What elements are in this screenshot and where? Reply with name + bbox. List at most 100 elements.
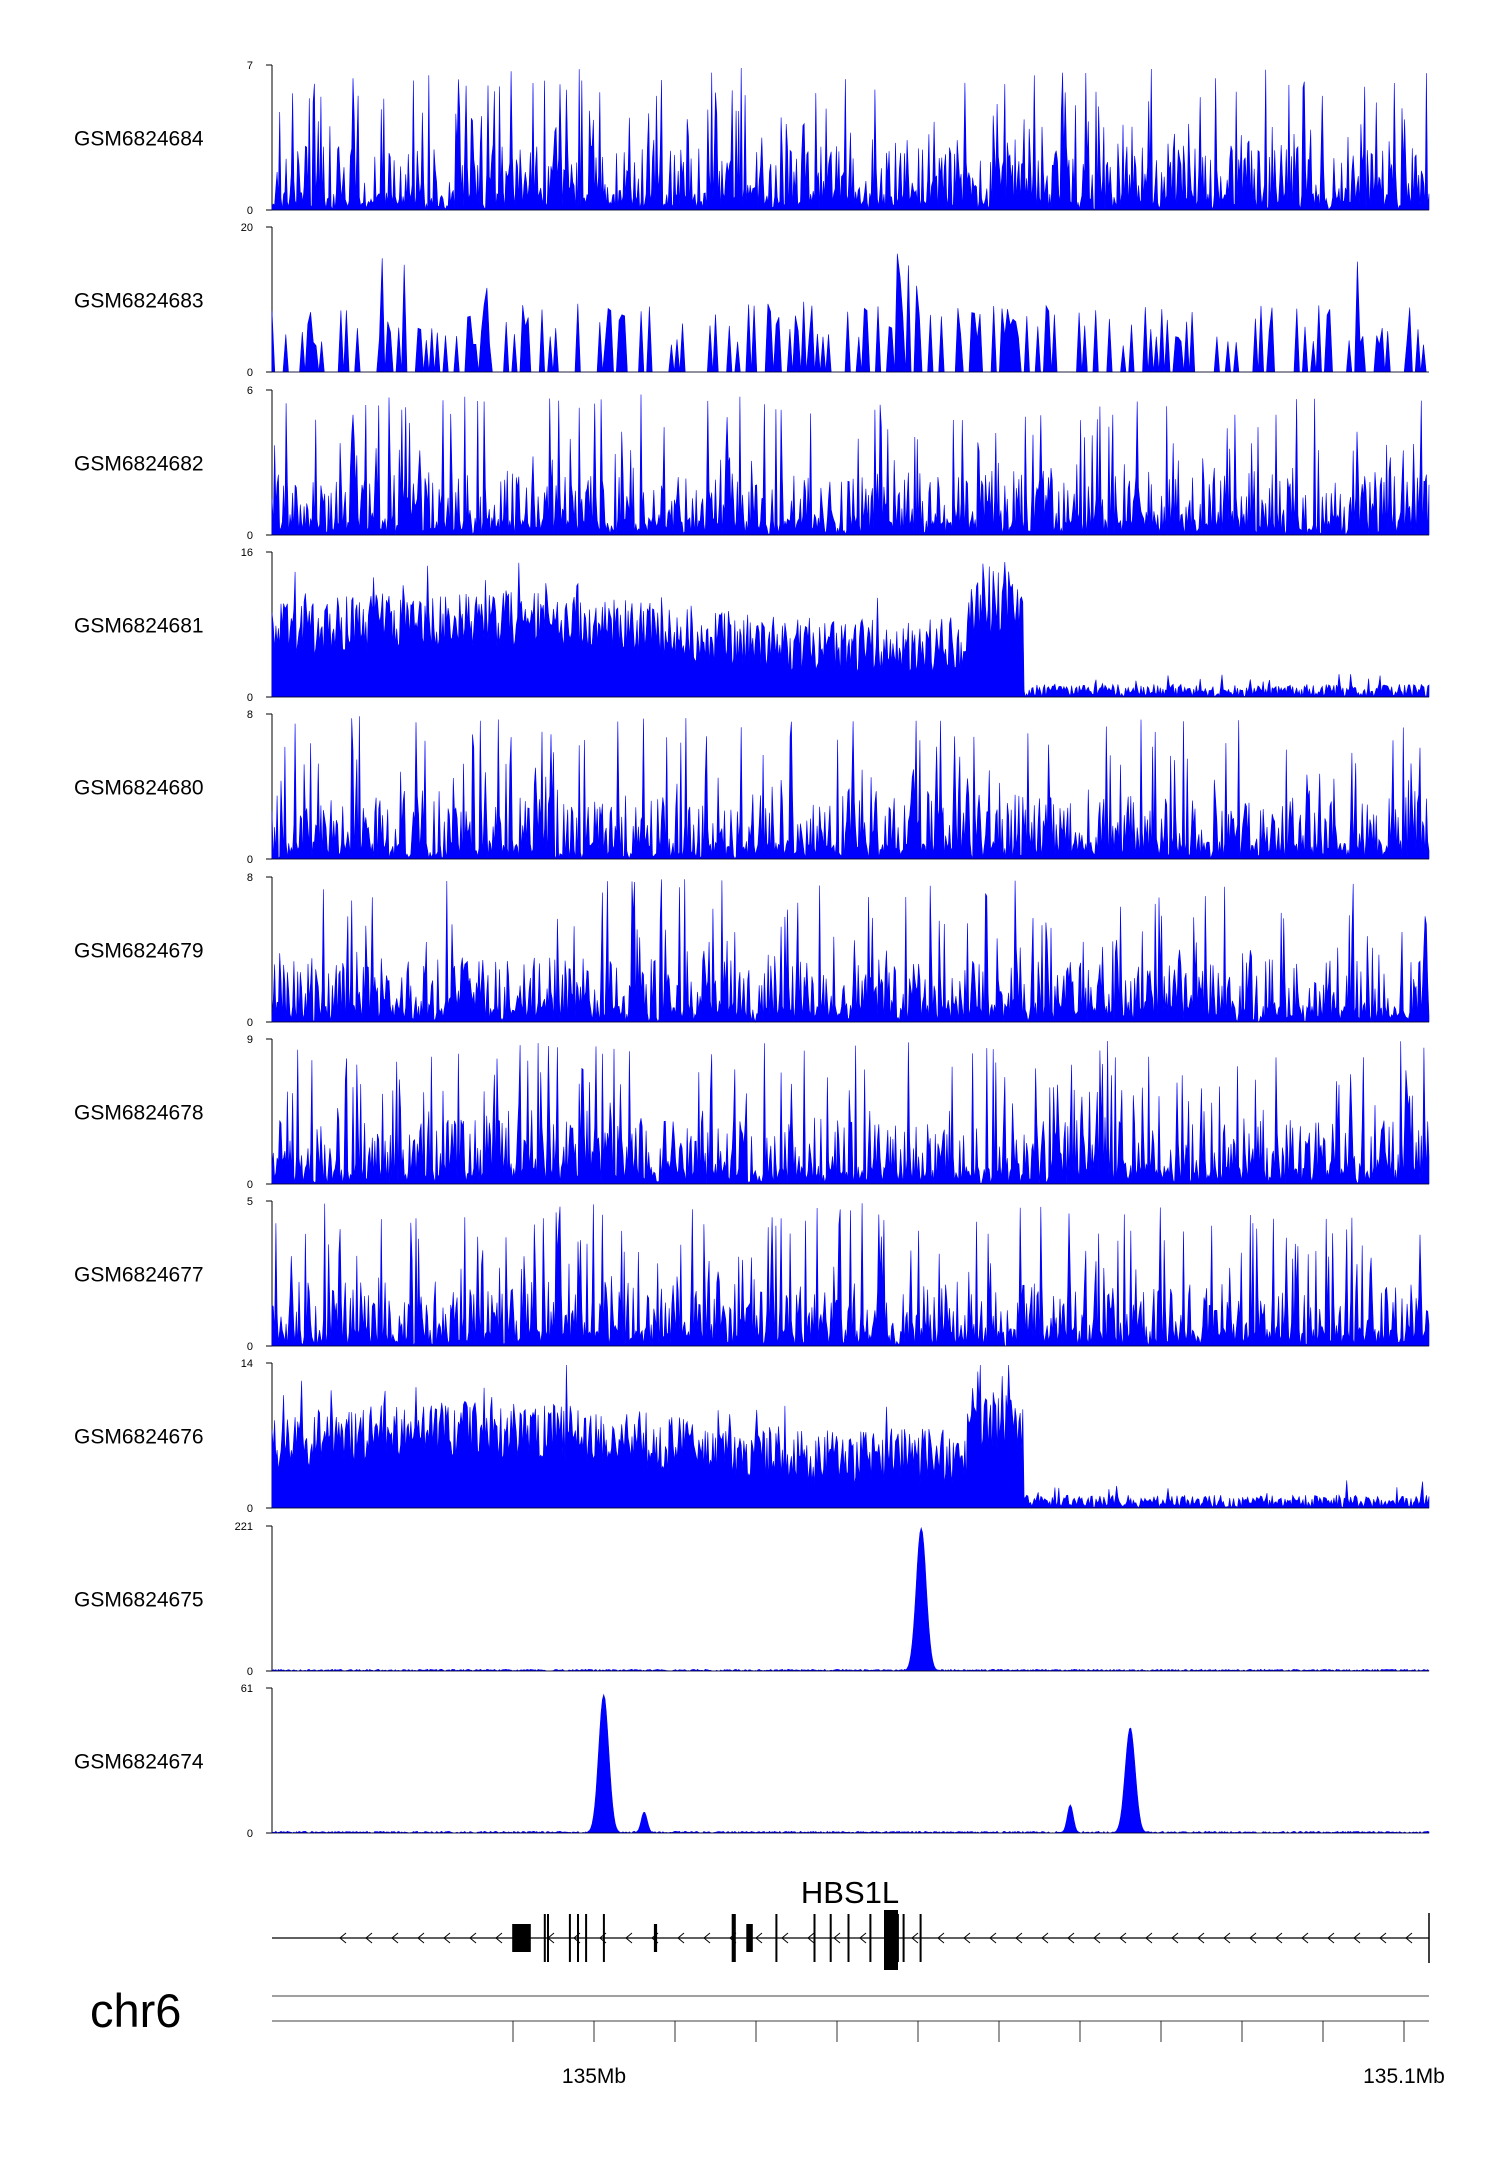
coverage-area [271, 253, 1429, 373]
track-label: GSM6824678 [74, 1102, 204, 1125]
strand-arrow [989, 1932, 997, 1944]
coverage-tracks: GSM682468470GSM6824683200GSM682468260GSM… [74, 60, 1430, 1840]
exon [813, 1914, 816, 1962]
exon [543, 1914, 546, 1962]
x-tick-label: 135Mb [562, 2065, 626, 2088]
track-label: GSM6824677 [74, 1264, 204, 1287]
track-label: GSM6824683 [74, 290, 204, 313]
coverage-area [271, 394, 1430, 536]
exon [919, 1914, 922, 1962]
coverage-track: GSM6824681 16 0 [74, 547, 1430, 704]
y-max-label: 7 [247, 60, 253, 72]
strand-arrow [469, 1932, 477, 1944]
strand-arrow [1405, 1932, 1413, 1944]
track-label: GSM6824679 [74, 940, 204, 963]
y-max-label: 8 [247, 709, 253, 721]
exon [829, 1914, 832, 1962]
strand-arrow [755, 1932, 763, 1944]
y-min-label: 0 [247, 530, 253, 542]
coverage-area [271, 879, 1430, 1023]
strand-arrow [807, 1932, 815, 1944]
x-tick-label: 135.1Mb [1363, 2065, 1445, 2088]
strand-arrow [1197, 1932, 1205, 1944]
exon [653, 1924, 658, 1952]
coverage-track: GSM6824677 5 0 [74, 1196, 1430, 1353]
coverage-track: GSM6824684 7 0 [74, 60, 1430, 217]
coverage-area [271, 1203, 1430, 1347]
gene-label: HBS1L [801, 1875, 899, 1910]
track-label: GSM6824676 [74, 1426, 204, 1449]
y-max-label: 16 [241, 547, 253, 559]
track-label: GSM6824675 [74, 1589, 204, 1612]
y-min-label: 0 [247, 1828, 253, 1840]
coverage-area [271, 561, 1430, 698]
strand-arrow [963, 1932, 971, 1944]
strand-arrow [1249, 1932, 1257, 1944]
strand-arrow [1067, 1932, 1075, 1944]
exon [577, 1914, 579, 1962]
exon [585, 1914, 588, 1962]
y-min-label: 0 [247, 1666, 253, 1678]
coverage-area [271, 1040, 1430, 1185]
exon [547, 1914, 549, 1962]
coverage-area [271, 67, 1430, 211]
exon [602, 1914, 605, 1962]
coverage-area [271, 1364, 1430, 1509]
y-max-label: 9 [247, 1034, 253, 1046]
strand-arrow [365, 1932, 373, 1944]
track-label: GSM6824684 [74, 128, 204, 151]
coverage-track: GSM6824682 6 0 [74, 385, 1430, 542]
strand-arrow [911, 1932, 919, 1944]
y-min-label: 0 [247, 1503, 253, 1515]
strand-arrow [417, 1932, 425, 1944]
coverage-track: GSM6824678 9 0 [74, 1034, 1430, 1191]
chromosome-axis: chr6 135Mb 135.1Mb [90, 1984, 1445, 2088]
track-label: GSM6824681 [74, 615, 204, 638]
track-label: GSM6824680 [74, 777, 204, 800]
strand-arrow [339, 1932, 347, 1944]
y-max-label: 5 [247, 1196, 253, 1208]
strand-arrow [859, 1932, 867, 1944]
y-min-label: 0 [247, 1179, 253, 1191]
coverage-track: GSM6824680 8 0 [74, 709, 1430, 866]
y-min-label: 0 [247, 1017, 253, 1029]
strand-arrow [391, 1932, 399, 1944]
y-max-label: 8 [247, 872, 253, 884]
gene-annotation-track: HBS1L [272, 1875, 1430, 1970]
y-min-label: 0 [247, 692, 253, 704]
exon [746, 1924, 753, 1952]
coverage-area [271, 1693, 1430, 1834]
exon [512, 1924, 531, 1952]
coverage-track: GSM6824676 14 0 [74, 1358, 1430, 1515]
strand-arrow [1379, 1932, 1387, 1944]
coverage-track: GSM6824683 20 0 [74, 222, 1429, 379]
strand-arrow [1145, 1932, 1153, 1944]
exon [568, 1914, 571, 1962]
strand-arrow [1353, 1932, 1361, 1944]
track-label: GSM6824682 [74, 453, 204, 476]
y-max-label: 61 [241, 1683, 253, 1695]
coverage-track: GSM6824674 61 0 [74, 1683, 1430, 1840]
y-max-label: 20 [241, 222, 253, 234]
exon [775, 1914, 778, 1962]
strand-arrow [833, 1932, 841, 1944]
coverage-track: GSM6824675 221 0 [74, 1521, 1430, 1678]
strand-arrow [1015, 1932, 1023, 1944]
y-min-label: 0 [247, 205, 253, 217]
exon [902, 1914, 905, 1962]
strand-arrow [1171, 1932, 1179, 1944]
coverage-area [271, 716, 1430, 860]
y-max-label: 14 [241, 1358, 253, 1370]
exon [884, 1910, 898, 1970]
exon [847, 1914, 850, 1962]
strand-arrow [1093, 1932, 1101, 1944]
y-min-label: 0 [247, 1341, 253, 1353]
coverage-area [271, 1526, 1430, 1672]
strand-arrow [1041, 1932, 1049, 1944]
strand-arrow [625, 1932, 633, 1944]
track-label: GSM6824674 [74, 1751, 204, 1774]
strand-arrow [781, 1932, 789, 1944]
strand-arrow [703, 1932, 711, 1944]
strand-arrow [937, 1932, 945, 1944]
strand-arrow [677, 1932, 685, 1944]
